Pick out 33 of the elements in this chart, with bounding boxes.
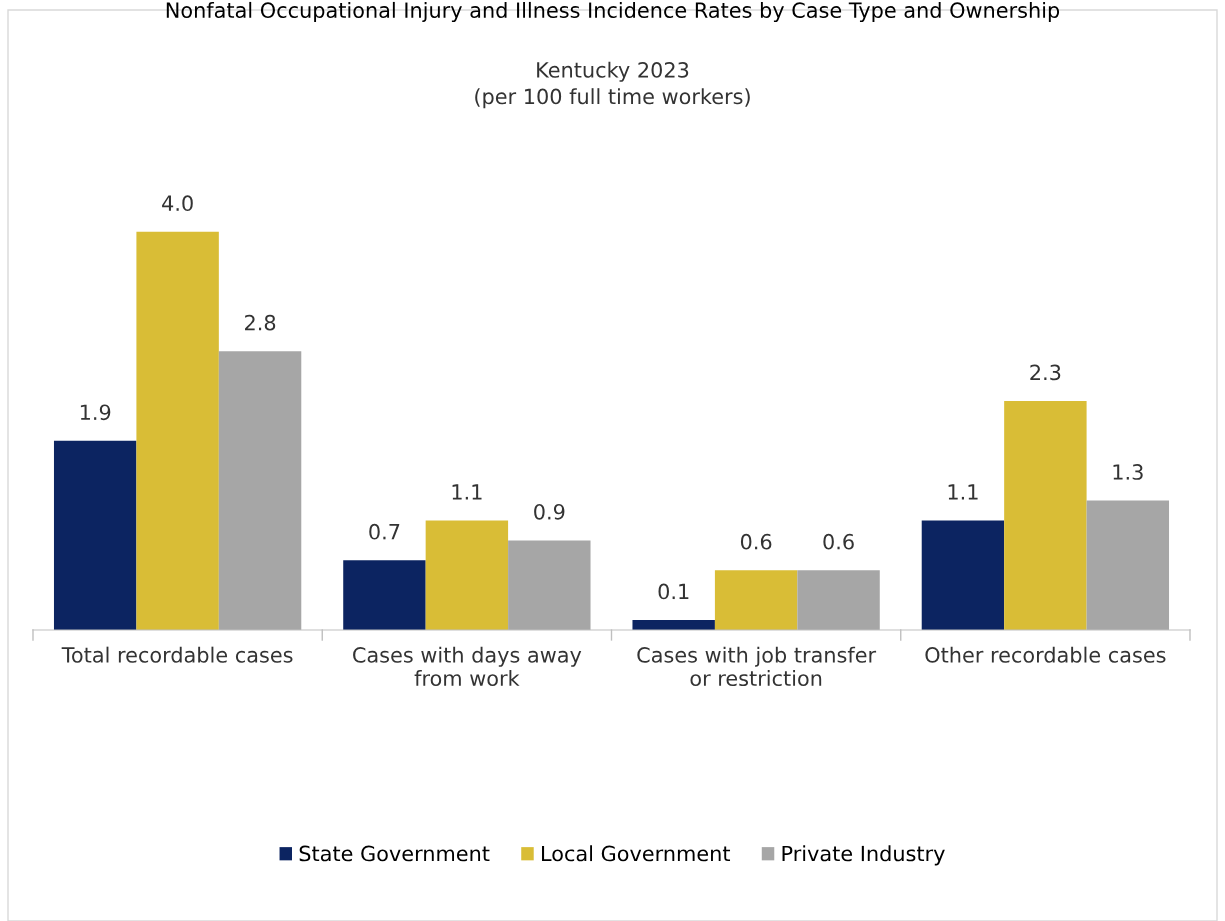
bar [1004, 401, 1087, 630]
bar [343, 560, 426, 630]
data-label: 1.9 [80, 404, 111, 421]
data-label: 4.0 [162, 195, 193, 212]
chart-title: Nonfatal Occupational Injury and Illness Incidence Rates by Case Type and Ownership [166, 1, 1060, 23]
bar [714, 570, 798, 630]
bar [136, 231, 219, 630]
bar [797, 570, 880, 630]
bar [508, 540, 591, 630]
chart-subtitle: Kentucky 2023 (per 100 full time workers) [475, 61, 750, 109]
data-label: 0.6 [823, 533, 854, 550]
bar [632, 620, 715, 630]
legend-label: Local Government [542, 845, 731, 862]
legend-label: State Government [299, 845, 490, 862]
legend-label: Private Industry [782, 845, 945, 866]
data-label: 1.1 [452, 484, 482, 500]
bar [218, 351, 302, 630]
bar [425, 520, 509, 630]
data-label: 1.3 [1113, 464, 1143, 480]
data-label: 1.1 [948, 484, 978, 500]
x-tick-label: Cases with job transfer or restriction [637, 646, 877, 687]
data-label: 2.3 [1030, 364, 1061, 381]
bar [921, 520, 1005, 630]
bar [53, 440, 137, 630]
data-label: 0.9 [534, 503, 565, 520]
bar [1086, 500, 1170, 630]
x-tick-label: Total recordable cases [61, 646, 293, 663]
data-label: 0.6 [740, 533, 772, 550]
data-label: 0.1 [658, 583, 689, 600]
data-label: 0.7 [369, 523, 400, 540]
x-tick-label: Cases with days away from work [353, 646, 582, 687]
x-tick-label: Other recordable cases [925, 646, 1166, 663]
data-label: 2.8 [245, 314, 276, 331]
